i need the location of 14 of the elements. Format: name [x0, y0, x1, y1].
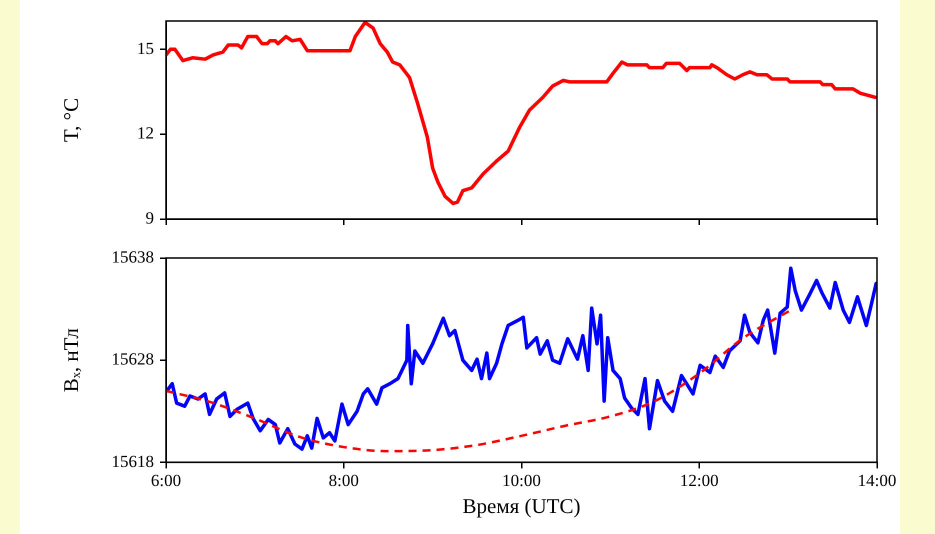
y-tick-label: 15638	[112, 247, 154, 266]
x-tick-label: 6:00	[150, 471, 182, 490]
y-tick-label: 15628	[112, 350, 154, 369]
y-tick-label: 15	[137, 38, 154, 58]
y-tick-label: 9	[146, 208, 154, 228]
y-axis-title: Bₓ, нТл	[59, 328, 84, 392]
x-tick-label: 12:00	[680, 471, 719, 490]
x-tick-label: 8:00	[328, 471, 359, 490]
y-tick-label: 15618	[112, 452, 154, 471]
x-tick-label: 14:00	[858, 471, 896, 490]
x-tick-label: 10:00	[502, 471, 541, 490]
x-axis-title: Время (UTC)	[462, 494, 581, 518]
y-tick-label: 12	[137, 124, 154, 143]
y-axis-title: T, °C	[59, 98, 84, 142]
